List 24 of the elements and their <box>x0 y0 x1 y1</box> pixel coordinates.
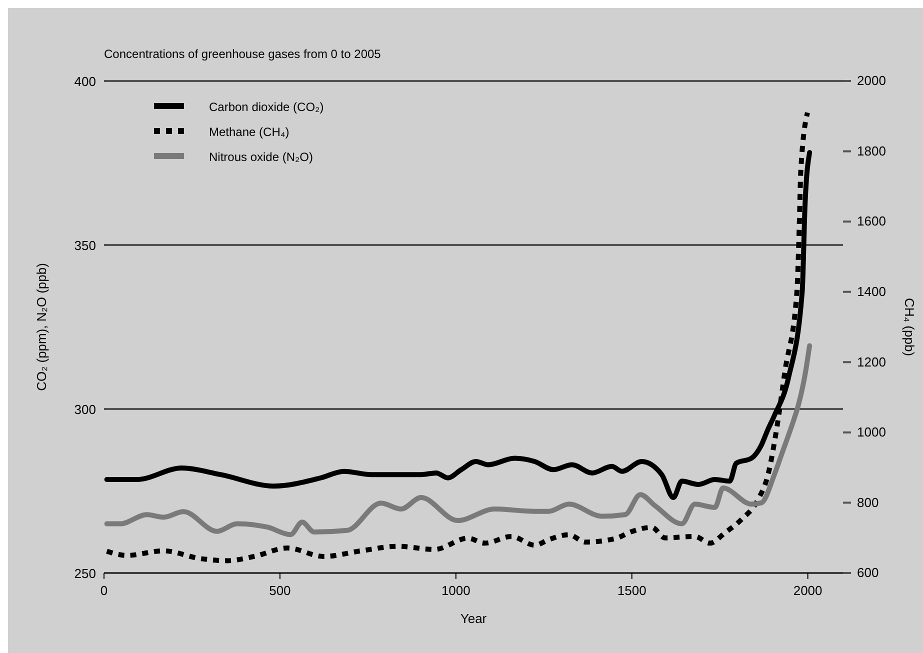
legend-label: Carbon dioxide (CO₂) <box>209 100 324 114</box>
x-tick-label: 0 <box>100 583 108 598</box>
y2-tick-label: 1200 <box>857 354 886 370</box>
y2-tick-label: 1800 <box>857 143 886 158</box>
y2-tick-label: 1600 <box>857 214 886 229</box>
y2-tick-label: 2000 <box>857 73 886 88</box>
x-axis-title: Year <box>460 611 488 626</box>
y2-tick-label: 600 <box>857 565 879 580</box>
legend-label: Methane (CH₄) <box>209 125 290 139</box>
y2-tick-label: 800 <box>857 494 879 510</box>
y-tick-label: 350 <box>74 238 96 253</box>
y2-axis-title: CH₄ (ppb) <box>902 298 917 356</box>
y-axis-title: CO₂ (ppm), N₂O (ppb) <box>34 263 49 391</box>
x-tick-label: 500 <box>269 583 291 598</box>
y-tick-label: 250 <box>74 566 96 581</box>
y2-tick-label: 1000 <box>857 424 886 440</box>
legend-label: Nitrous oxide (N₂O) <box>209 150 314 164</box>
y2-tick-label: 1400 <box>857 284 886 300</box>
chart-title: Concentrations of greenhouse gases from 0 to 2005 <box>104 47 382 61</box>
y-tick-label: 400 <box>74 74 96 89</box>
y-tick-label: 300 <box>74 402 96 417</box>
x-tick-label: 1500 <box>617 583 646 598</box>
x-tick-label: 1000 <box>441 583 470 598</box>
x-tick-label: 2000 <box>793 583 822 598</box>
